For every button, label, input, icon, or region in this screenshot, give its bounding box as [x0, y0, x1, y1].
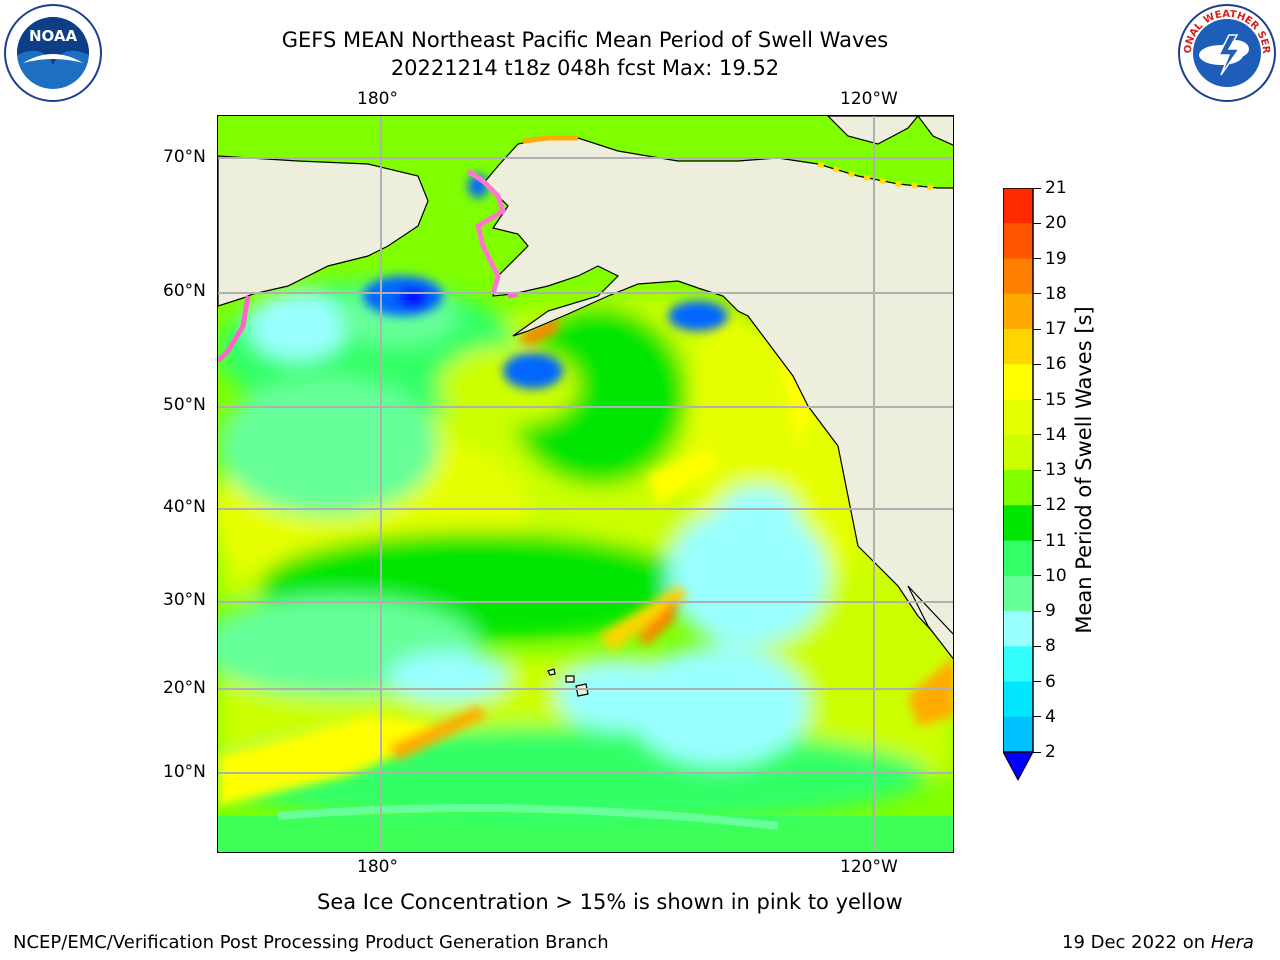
- graticule: [218, 116, 953, 852]
- colorbar-bin: [1003, 540, 1033, 577]
- colorbar-tick-mark: [1033, 469, 1041, 471]
- colorbar-tick-mark: [1033, 716, 1041, 718]
- chart-title: GEFS MEAN Northeast Pacific Mean Period …: [281, 28, 889, 52]
- colorbar-tick-mark: [1033, 645, 1041, 647]
- land: [218, 116, 953, 697]
- colorbar-bin: [1003, 505, 1033, 541]
- colorbar: [1002, 187, 1063, 792]
- lat-label-10n: 10°N: [163, 762, 206, 782]
- colorbar-bin: [1003, 188, 1033, 224]
- colorbar-tick-label: 20: [1033, 213, 1067, 233]
- colorbar-tick-label: 9: [1033, 601, 1056, 621]
- sea-ice-edge: [218, 135, 939, 363]
- lat-label-20n: 20°N: [163, 678, 206, 698]
- colorbar-bin: [1003, 611, 1033, 647]
- lon-label-top-120w: 120°W: [840, 89, 898, 109]
- lon-label-bottom-180: 180°: [357, 857, 398, 877]
- lat-label-50n: 50°N: [163, 395, 206, 415]
- colorbar-tick-label: 15: [1033, 390, 1067, 410]
- sea-ice-note: Sea Ice Concentration > 15% is shown in …: [317, 890, 903, 914]
- colorbar-tick-label: 18: [1033, 284, 1067, 304]
- colorbar-tick-mark: [1033, 258, 1041, 259]
- colorbar-tick-mark: [1033, 328, 1041, 330]
- colorbar-tick-label: 17: [1033, 319, 1067, 339]
- lat-label-40n: 40°N: [163, 497, 206, 517]
- noaa-logo: NOAA: [3, 3, 103, 103]
- footer-date: 19 Dec 2022 on Hera: [1062, 932, 1254, 953]
- colorbar-bin: [1003, 364, 1033, 400]
- colorbar-tick-mark: [1033, 222, 1041, 224]
- colorbar-tick-label: 13: [1033, 460, 1067, 480]
- colorbar-bin: [1003, 646, 1033, 682]
- colorbar-tick-mark: [1033, 540, 1041, 541]
- colorbar-tick-mark: [1033, 575, 1041, 577]
- colorbar-tick-mark: [1033, 610, 1041, 612]
- colorbar-bin: [1003, 399, 1033, 436]
- colorbar-tick-label: 8: [1033, 636, 1056, 656]
- colorbar-tick-label: 2: [1033, 742, 1056, 762]
- colorbar-tick-mark: [1033, 293, 1041, 295]
- colorbar-tick-label: 10: [1033, 566, 1067, 586]
- swell-period-map: [217, 115, 954, 853]
- colorbar-tick-mark: [1033, 751, 1041, 753]
- colorbar-tick-mark: [1033, 434, 1041, 436]
- colorbar-bin: [1003, 258, 1033, 295]
- nws-logo: NATIONAL WEATHER SERVICE: [1173, 0, 1277, 103]
- colorbar-label: Mean Period of Swell Waves [s]: [1072, 306, 1096, 634]
- lon-label-top-180: 180°: [357, 89, 398, 109]
- footer-host: Hera: [1210, 932, 1254, 953]
- footer-date-text: 19 Dec 2022 on: [1062, 932, 1211, 953]
- colorbar-ticks: 21 20 19 18 17 16 15 14 13 12 11 10 9 8 6 4 2: [1033, 178, 1083, 768]
- colorbar-bin: [1003, 716, 1033, 753]
- colorbar-tick-mark: [1033, 399, 1041, 400]
- colorbar-tick-mark: [1033, 504, 1041, 506]
- lat-label-70n: 70°N: [163, 147, 206, 167]
- colorbar-tick-label: 4: [1033, 707, 1056, 727]
- noaa-logo-text: NOAA: [29, 27, 78, 45]
- lat-label-60n: 60°N: [163, 281, 206, 301]
- footer-branch: NCEP/EMC/Verification Post Processing Pr…: [13, 932, 609, 953]
- colorbar-bin: [1003, 470, 1033, 506]
- colorbar-tick-label: 19: [1033, 249, 1067, 269]
- colorbar-tick-mark: [1033, 681, 1041, 682]
- colorbar-extend-arrow: [1002, 751, 1034, 782]
- colorbar-bin: [1003, 434, 1033, 471]
- colorbar-tick-label: 11: [1033, 531, 1067, 551]
- colorbar-tick-label: 16: [1033, 354, 1067, 374]
- colorbar-bin: [1003, 575, 1033, 612]
- colorbar-tick-label: 14: [1033, 425, 1067, 445]
- lon-label-bottom-120w: 120°W: [840, 857, 898, 877]
- colorbar-bin: [1003, 293, 1033, 330]
- colorbar-tick-mark: [1033, 187, 1041, 189]
- lat-label-30n: 30°N: [163, 590, 206, 610]
- colorbar-tick-label: 12: [1033, 495, 1067, 515]
- colorbar-bin: [1003, 681, 1033, 718]
- colorbar-tick-label: 6: [1033, 672, 1056, 692]
- colorbar-tick-label: 21: [1033, 178, 1067, 198]
- chart-subtitle: 20221214 t18z 048h fcst Max: 19.52: [390, 56, 780, 80]
- colorbar-bin: [1003, 329, 1033, 365]
- colorbar-bin: [1003, 223, 1033, 259]
- colorbar-tick-mark: [1033, 363, 1041, 365]
- colorbar-swatches: [1003, 188, 1033, 753]
